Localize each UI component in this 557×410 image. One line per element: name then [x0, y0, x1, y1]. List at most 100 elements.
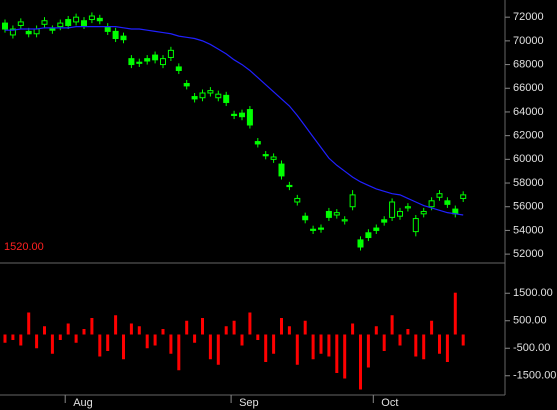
bar	[35, 334, 39, 349]
bar	[3, 334, 7, 343]
y-tick-label: 62000	[513, 130, 544, 142]
bar	[90, 318, 94, 335]
bar	[153, 334, 157, 346]
bar	[430, 320, 434, 335]
candle-body	[96, 17, 103, 22]
bar	[208, 334, 212, 360]
bar	[161, 329, 165, 335]
x-tick-label: Aug	[73, 397, 93, 409]
bar	[319, 334, 323, 354]
candle-body	[167, 49, 174, 58]
bar	[374, 326, 378, 335]
bar	[264, 334, 268, 362]
y-tick-label: 54000	[513, 224, 544, 236]
x-tick-label: Oct	[381, 397, 398, 409]
candle-body	[33, 28, 40, 35]
candle-body	[341, 219, 348, 222]
candle-body	[318, 227, 324, 230]
y-tick-label: 60000	[513, 153, 544, 165]
candle-body	[207, 90, 214, 94]
bar	[98, 334, 102, 357]
candle-body	[325, 210, 332, 218]
candle-body	[246, 109, 253, 126]
y-tick-label: 1500.00	[513, 287, 553, 299]
candle-body	[41, 20, 48, 25]
bar	[343, 334, 347, 379]
bar	[122, 334, 125, 360]
candle-body	[333, 212, 340, 216]
candle-body	[460, 194, 467, 199]
bar	[216, 334, 220, 365]
candle-body	[128, 58, 135, 66]
candle-body	[302, 215, 309, 221]
bar	[390, 315, 394, 335]
bar	[193, 334, 197, 343]
candle-body	[428, 200, 435, 208]
bar	[145, 334, 149, 349]
bar	[50, 334, 54, 354]
bar	[272, 334, 276, 354]
candle-body	[286, 184, 293, 188]
candle-body	[404, 206, 411, 209]
bar	[169, 334, 173, 354]
y-tick-label: -500.00	[513, 342, 550, 354]
bar	[129, 323, 133, 335]
bar	[438, 334, 441, 354]
bar	[43, 326, 46, 335]
candle-body	[2, 22, 8, 30]
bar	[398, 334, 402, 346]
candle-body	[294, 197, 301, 203]
bar	[453, 292, 457, 335]
candle-body	[444, 200, 451, 205]
bar	[303, 320, 307, 335]
bar	[185, 320, 189, 335]
bar	[177, 334, 181, 371]
candle-body	[365, 232, 372, 239]
candle-body	[57, 22, 64, 28]
candle-body	[420, 210, 427, 215]
bar	[19, 334, 23, 346]
candle-body	[112, 30, 119, 40]
candle-body	[373, 227, 380, 231]
y-tick-label: 56000	[513, 201, 544, 213]
candle-body	[270, 156, 277, 160]
bar	[366, 334, 370, 368]
indicator-readout: 1520.00	[4, 241, 44, 253]
bar	[445, 334, 449, 362]
bar	[240, 334, 244, 346]
candle-body	[88, 15, 95, 21]
candle-body	[310, 228, 317, 231]
candle-body	[136, 61, 143, 64]
y-tick-label: 70000	[513, 35, 544, 47]
candle-body	[231, 113, 238, 117]
bar	[422, 334, 426, 360]
candle-body	[17, 21, 24, 26]
bar	[311, 334, 315, 360]
bar	[58, 334, 62, 340]
bar	[27, 312, 31, 335]
bar	[382, 334, 386, 351]
candle-body	[349, 194, 356, 208]
candle-body	[104, 26, 111, 32]
candle-body	[183, 83, 190, 87]
y-tick-label: 66000	[513, 82, 544, 94]
candle-body	[81, 20, 87, 26]
candle-body	[9, 28, 16, 36]
candle-body	[25, 30, 32, 35]
moving-average-line	[5, 26, 464, 216]
bar	[201, 318, 204, 335]
bar	[74, 334, 78, 343]
bar	[248, 312, 252, 335]
bar	[287, 326, 291, 335]
x-tick-label: Sep	[239, 397, 259, 409]
candle-body	[389, 201, 396, 218]
bar	[106, 334, 110, 351]
candle-body	[152, 54, 159, 61]
candle-body	[175, 66, 182, 71]
bar	[82, 329, 86, 335]
candle-body	[436, 193, 443, 198]
candle-body	[199, 92, 206, 99]
bar	[327, 334, 331, 357]
candle-body	[73, 16, 80, 23]
